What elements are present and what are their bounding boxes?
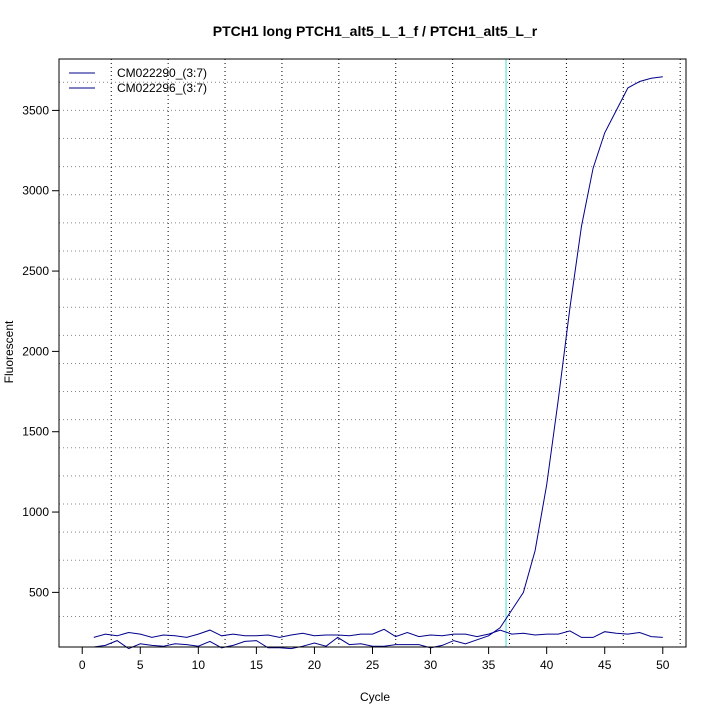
- x-tick-label: 0: [79, 658, 86, 672]
- series-line-1: [93, 628, 663, 638]
- y-tick-label: 1500: [22, 425, 49, 439]
- x-tick-label: 40: [540, 658, 554, 672]
- x-tick-label: 30: [424, 658, 438, 672]
- grid: [59, 59, 686, 647]
- x-axis-label: Cycle: [360, 690, 390, 704]
- y-tick-label: 3000: [22, 184, 49, 198]
- x-tick-label: 35: [482, 658, 496, 672]
- x-tick-label: 25: [366, 658, 380, 672]
- y-axis-label: Fluorescent: [2, 320, 16, 383]
- legend-label: CM022296_(3:7): [117, 81, 207, 95]
- x-tick-label: 10: [192, 658, 206, 672]
- x-tick-label: 15: [250, 658, 264, 672]
- y-tick-label: 2000: [22, 344, 49, 358]
- plot-frame: [58, 58, 687, 648]
- x-tick-label: 45: [598, 658, 612, 672]
- series-line-2: [93, 76, 663, 650]
- y-axis: 500 1000 1500 2000 2500 3000 3500: [22, 103, 60, 599]
- y-tick-label: 1000: [22, 505, 49, 519]
- x-axis: 0 5 10 15 20 25 30 35 40 45 50: [79, 646, 670, 672]
- x-tick-label: 20: [308, 658, 322, 672]
- y-tick-label: 2500: [22, 264, 49, 278]
- series-lines: [93, 76, 663, 650]
- chart-title: PTCH1 long PTCH1_alt5_L_1_f / PTCH1_alt5…: [213, 23, 538, 39]
- legend-label: CM022290_(3:7): [117, 66, 207, 80]
- legend: CM022290_(3:7)CM022296_(3:7): [69, 66, 207, 95]
- y-tick-label: 500: [29, 585, 49, 599]
- x-tick-label: 50: [656, 658, 670, 672]
- y-tick-label: 3500: [22, 103, 49, 117]
- x-tick-label: 5: [137, 658, 144, 672]
